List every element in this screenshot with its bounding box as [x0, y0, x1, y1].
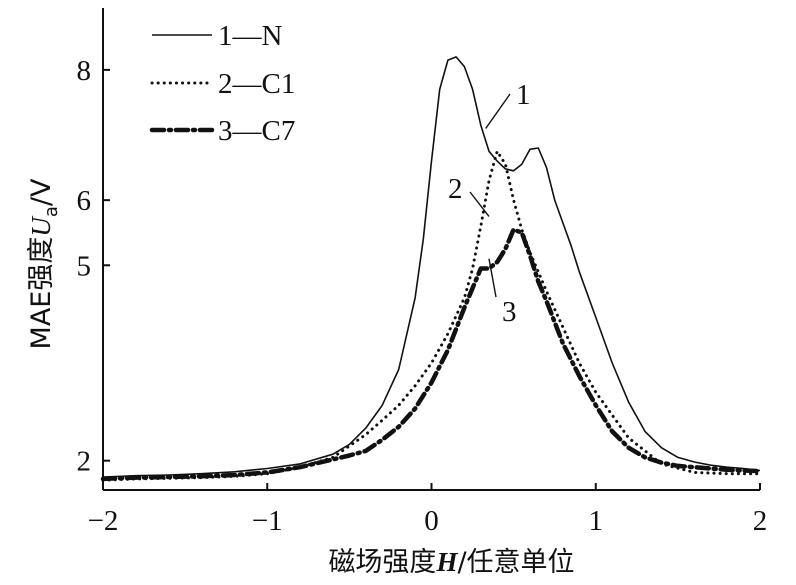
y-tick-label: 2	[77, 446, 92, 478]
x-tick-label: 0	[424, 505, 439, 537]
series-line-n	[102, 56, 761, 478]
series-layer	[100, 56, 763, 482]
x-tick-label: −1	[252, 505, 283, 537]
legend-label-c7: 3—C7	[218, 115, 295, 147]
series-line-c1	[101, 149, 762, 482]
annotation-label-1: 1	[516, 79, 531, 111]
x-axis-title-symbol: H	[435, 547, 458, 577]
annotation-pointer	[485, 93, 511, 129]
y-tick-label: 5	[77, 250, 92, 282]
y-tick-label: 6	[77, 185, 92, 217]
y-axis-title: MAE强度Ua/V	[26, 178, 62, 349]
legend: 1—N 2—C1 3—C7	[149, 20, 295, 147]
x-tick-label: 2	[753, 505, 768, 537]
y-axis-title-main: MAE强度	[26, 237, 57, 350]
legend-label-n: 1—N	[218, 20, 283, 52]
y-tick-label: 8	[77, 55, 92, 87]
annotation-layer: 1 2 3	[448, 79, 531, 328]
x-axis-title-unit: /任意单位	[457, 547, 574, 578]
series-line-c7	[100, 227, 763, 482]
annotation-pointer	[469, 191, 490, 217]
x-tick-label: −2	[88, 505, 119, 537]
legend-label-c1: 2—C1	[218, 68, 295, 100]
y-axis-title-unit: /V	[26, 178, 57, 206]
annotation-label-2: 2	[448, 173, 463, 205]
x-axis-title: 磁场强度H/任意单位	[328, 547, 574, 578]
y-axis-title-symbol: U	[26, 216, 56, 237]
x-axis-title-main: 磁场强度	[328, 547, 436, 578]
plot-frame	[102, 8, 760, 491]
annotation-pointer	[488, 258, 497, 298]
axis-ticks: −2 −1 0 1 2 2 5 6 8	[77, 55, 768, 537]
annotation-label-3: 3	[502, 296, 517, 328]
y-axis-title-sub: a	[41, 206, 62, 217]
x-tick-label: 1	[589, 505, 604, 537]
